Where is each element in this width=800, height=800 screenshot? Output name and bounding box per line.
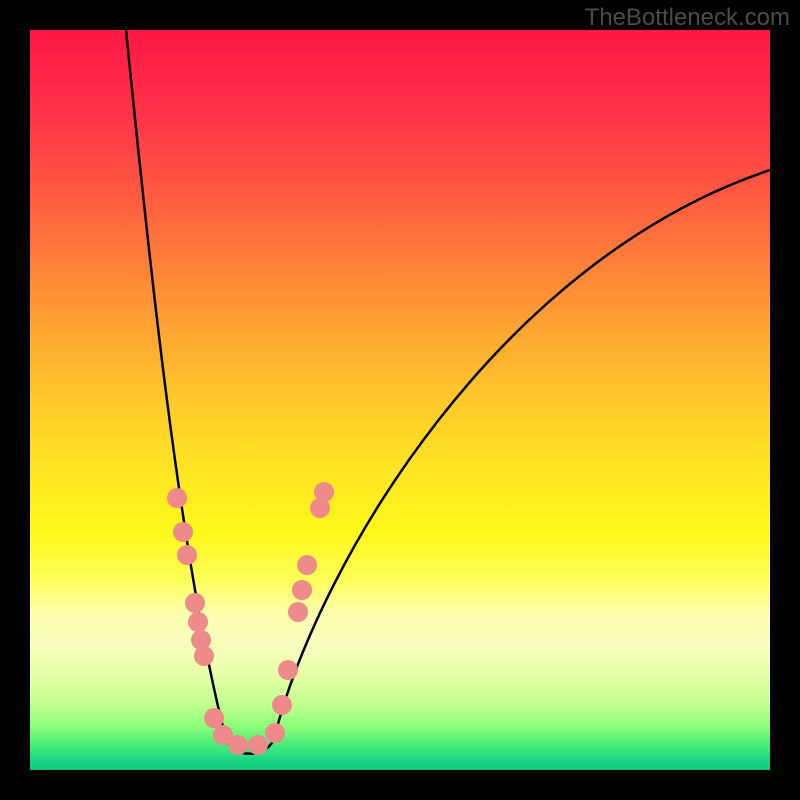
data-marker [194, 646, 214, 666]
gradient-plot-area [30, 30, 770, 770]
data-marker [288, 602, 308, 622]
data-marker [265, 723, 285, 743]
data-marker [188, 612, 208, 632]
chart-svg [0, 0, 800, 800]
data-marker [248, 735, 268, 755]
chart-container: TheBottleneck.com [0, 0, 800, 800]
data-marker [314, 482, 334, 502]
watermark-text: TheBottleneck.com [585, 4, 790, 32]
data-marker [272, 695, 292, 715]
data-marker [228, 735, 248, 755]
data-marker [292, 580, 312, 600]
data-marker [167, 488, 187, 508]
data-marker [177, 545, 197, 565]
data-marker [185, 593, 205, 613]
data-marker [297, 555, 317, 575]
data-marker [204, 708, 224, 728]
data-marker [278, 660, 298, 680]
data-marker [173, 522, 193, 542]
